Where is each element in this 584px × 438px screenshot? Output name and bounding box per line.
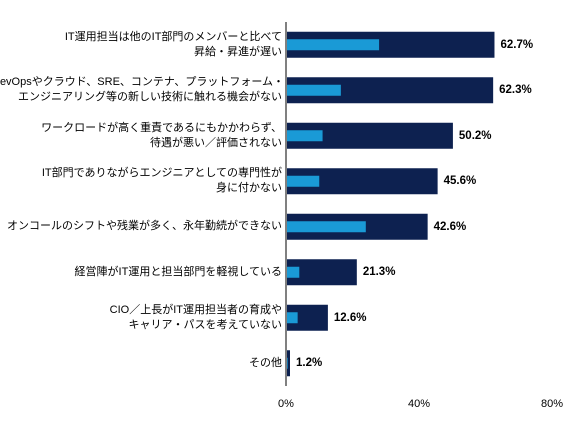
data-label: 62.7%: [500, 38, 534, 51]
bar-inner: [287, 312, 298, 324]
bar-inner: [287, 357, 288, 369]
category-label-line: 経営陣がIT運用と担当部門を軽視している: [74, 265, 282, 278]
data-label: 42.6%: [433, 220, 467, 233]
category-label-line: ワークロードが高く重責であるにもかかわらず、: [41, 121, 282, 134]
x-tick-label: 0%: [278, 398, 294, 410]
category-label: DevOpsやクラウド、SRE、コンテナ、プラットフォーム・エンジニアリング等の…: [0, 75, 285, 105]
category-label: IT運用担当は他のIT部門のメンバーと比べて昇給・昇進が遅い: [0, 30, 282, 60]
data-label: 45.6%: [443, 175, 477, 188]
category-label: オンコールのシフトや残業が多く、永年勤続ができない: [0, 219, 282, 234]
category-label-line: その他: [249, 356, 282, 369]
category-label: CIO／上長がIT運用担当者の育成やキャリア・パスを考えていない: [0, 303, 282, 333]
data-label: 50.2%: [458, 129, 492, 142]
data-label: 62.3%: [499, 84, 532, 97]
x-tick-label: 80%: [540, 398, 564, 410]
category-label-line: エンジニアリング等の新しい技術に触れる機会がない: [18, 91, 282, 104]
category-label-line: オンコールのシフトや残業が多く、永年勤続ができない: [7, 220, 282, 233]
category-label-line: IT運用担当は他のIT部門のメンバーと比べて: [64, 30, 282, 43]
bar-inner: [287, 175, 320, 187]
x-tick-label: 40%: [407, 398, 431, 410]
bar-inner: [287, 39, 380, 51]
bar-inner: [287, 221, 366, 233]
category-label-line: CIO／上長がIT運用担当者の育成や: [109, 303, 282, 316]
category-label: その他: [0, 356, 282, 371]
data-label: 12.6%: [333, 311, 367, 324]
category-label: 経営陣がIT運用と担当部門を軽視している: [0, 265, 282, 280]
bar-inner: [287, 266, 300, 278]
category-label-line: 待遇が悪い／評価されない: [150, 136, 282, 149]
bar-inner: [287, 84, 341, 96]
category-label-line: 身に付かない: [216, 182, 282, 195]
bar-inner: [287, 130, 323, 142]
category-label-line: キャリア・パスを考えていない: [128, 318, 282, 331]
category-label-line: IT部門でありながらエンジニアとしての専門性が: [41, 167, 282, 180]
category-label: IT部門でありながらエンジニアとしての専門性が身に付かない: [0, 166, 282, 196]
bar-group: [287, 31, 495, 377]
data-label: 1.2%: [295, 357, 323, 370]
category-label: ワークロードが高く重責であるにもかかわらず、待遇が悪い／評価されない: [0, 121, 282, 151]
category-label-line: DevOpsやクラウド、SRE、コンテナ、プラットフォーム・: [0, 76, 285, 89]
bar-outer: [287, 350, 290, 377]
data-label: 21.3%: [362, 266, 396, 279]
category-label-line: 昇給・昇進が遅い: [194, 45, 282, 58]
